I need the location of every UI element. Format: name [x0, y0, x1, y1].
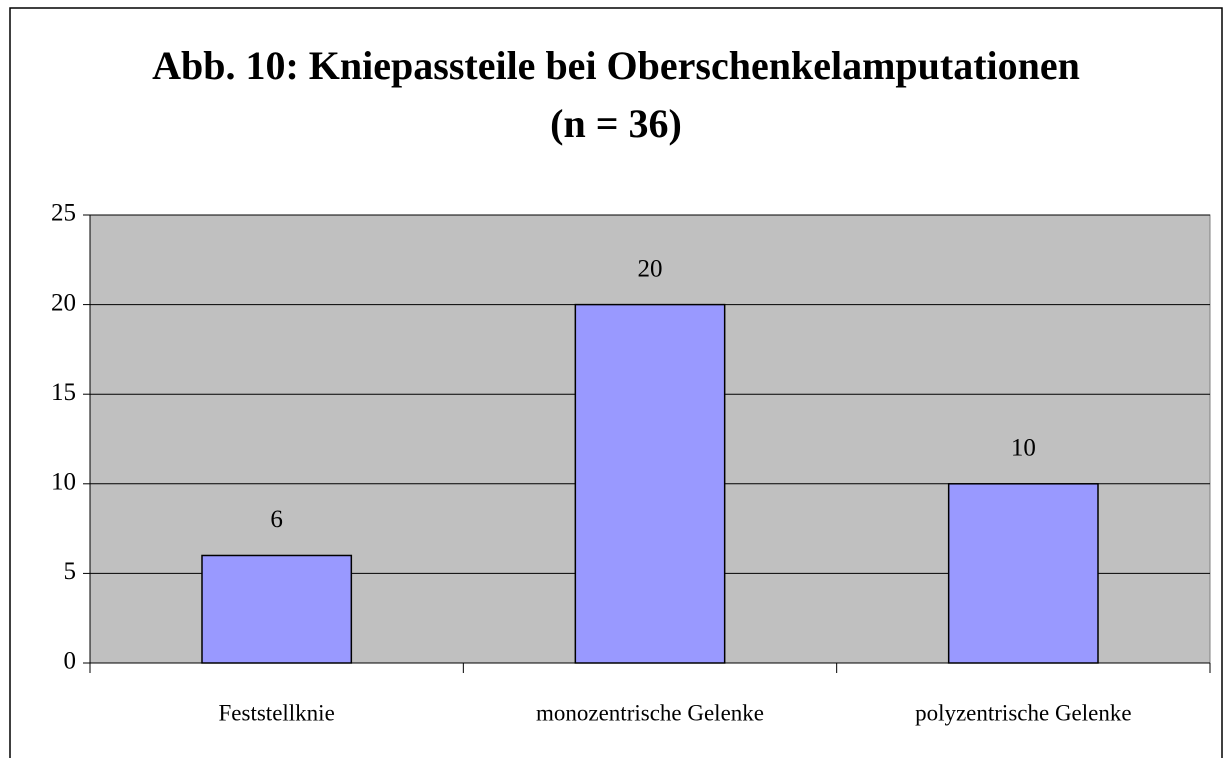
y-tick-label: 20	[51, 289, 76, 316]
bar	[574, 303, 726, 664]
y-tick-label: 5	[64, 558, 77, 585]
y-tick-label: 15	[51, 379, 76, 406]
chart-subtitle: (n = 36)	[550, 101, 682, 146]
bar	[201, 554, 353, 664]
x-tick-label: polyzentrische Gelenke	[915, 700, 1132, 725]
y-tick-label: 25	[51, 200, 76, 227]
bar	[947, 483, 1099, 664]
data-label: 20	[638, 255, 663, 282]
x-tick-label: monozentrische Gelenke	[536, 700, 764, 725]
y-tick-label: 0	[64, 648, 77, 675]
x-tick-label: Feststellknie	[219, 700, 335, 725]
chart-title: Abb. 10: Kniepassteile bei Oberschenkela…	[152, 43, 1080, 88]
data-label: 10	[1011, 435, 1036, 462]
data-label: 6	[270, 506, 283, 533]
y-tick-label: 10	[51, 469, 76, 496]
